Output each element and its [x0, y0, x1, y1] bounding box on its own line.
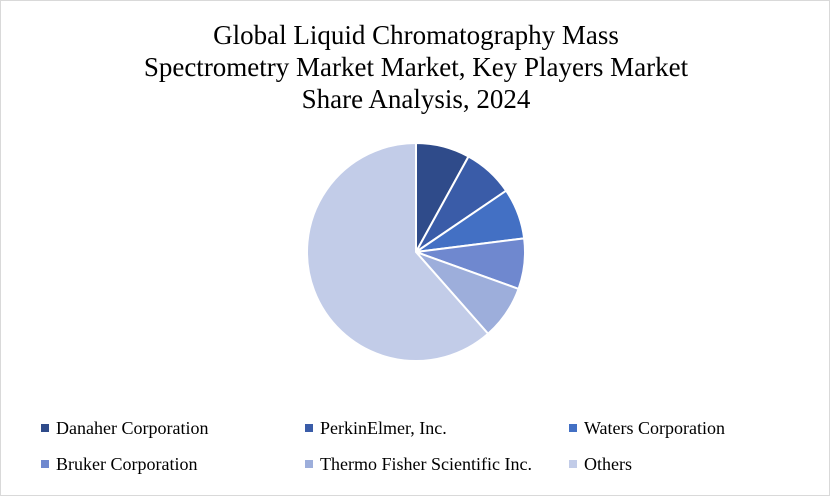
legend-item-thermo-fisher: Thermo Fisher Scientific Inc. [305, 453, 532, 475]
legend-swatch [569, 460, 577, 468]
legend-label: Others [584, 454, 632, 474]
legend-item-others: Others [569, 453, 632, 475]
legend-swatch [41, 460, 49, 468]
pie-slice-others [306, 141, 490, 362]
legend-swatch [41, 424, 49, 432]
legend-swatch [569, 424, 577, 432]
legend-item-danaher: Danaher Corporation [41, 417, 208, 439]
legend-label: Bruker Corporation [56, 454, 198, 474]
legend-label: Thermo Fisher Scientific Inc. [320, 454, 532, 474]
legend-label: Waters Corporation [584, 418, 726, 438]
legend-item-bruker: Bruker Corporation [41, 453, 197, 475]
chart-title-line-2: Spectrometry Market Market, Key Players … [143, 52, 689, 82]
legend-swatch [305, 460, 313, 468]
legend-swatch [305, 424, 313, 432]
pie-chart [306, 141, 526, 362]
chart-title-line-3: Share Analysis, 2024 [301, 84, 531, 114]
legend-label: Danaher Corporation [56, 418, 209, 438]
legend-item-waters: Waters Corporation [569, 417, 725, 439]
legend-label: PerkinElmer, Inc. [320, 418, 447, 438]
legend: Danaher Corporation PerkinElmer, Inc. Wa… [41, 413, 801, 483]
chart-title: Global Liquid Chromatography Mass Spectr… [41, 19, 791, 115]
legend-item-perkinelmer: PerkinElmer, Inc. [305, 417, 447, 439]
chart-title-line-1: Global Liquid Chromatography Mass [213, 20, 619, 50]
